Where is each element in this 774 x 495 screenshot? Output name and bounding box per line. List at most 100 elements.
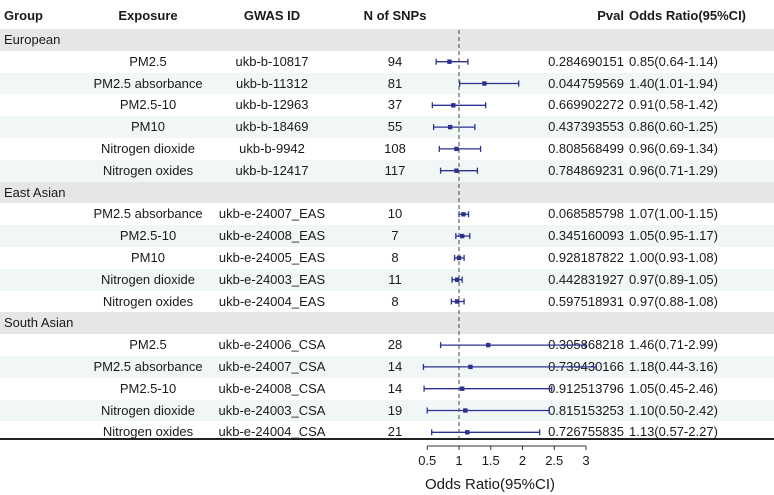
gwas-id-cell: ukb-e-24007_CSA (218, 358, 326, 374)
x-tick-label: 2.5 (545, 453, 563, 468)
n-snps-cell: 117 (384, 162, 406, 178)
odds-ratio-cell: 0.97(0.89-1.05) (629, 271, 718, 287)
exposure-cell: PM2.5-10 (119, 97, 177, 113)
table-row (0, 225, 774, 247)
odds-ratio-cell: 1.07(1.00-1.15) (629, 206, 718, 222)
header-group: Group (4, 8, 43, 23)
odds-ratio-cell: 0.91(0.58-1.42) (629, 97, 718, 113)
table-row (0, 334, 774, 356)
gwas-id-cell: ukb-b-12963 (235, 97, 309, 113)
n-snps-cell: 14 (387, 358, 403, 374)
n-snps-cell: 7 (391, 228, 399, 244)
pval-cell: 0.597518931 (548, 293, 624, 309)
odds-ratio-cell: 1.46(0.71-2.99) (629, 337, 718, 353)
pval-cell: 0.437393553 (548, 119, 624, 135)
exposure-cell: Nitrogen dioxide (101, 402, 195, 418)
table-row (0, 94, 774, 117)
x-tick-label: 3 (582, 453, 589, 468)
odds-ratio-cell: 0.96(0.69-1.34) (629, 140, 718, 156)
x-tick-label: 1 (455, 453, 462, 468)
exposure-cell: PM2.5 (129, 53, 167, 69)
exposure-cell: PM2.5 absorbance (93, 206, 203, 222)
pval-cell: 0.044759569 (548, 75, 624, 91)
n-snps-cell: 10 (387, 206, 403, 222)
n-snps-cell: 94 (387, 53, 403, 69)
gwas-id-cell: ukb-b-18469 (235, 119, 309, 135)
table-row (0, 268, 774, 291)
gwas-id-cell: ukb-e-24004_EAS (218, 293, 326, 309)
gwas-id-cell: ukb-e-24007_EAS (218, 206, 326, 222)
table-row (0, 290, 774, 313)
n-snps-cell: 19 (387, 402, 403, 418)
odds-ratio-cell: 1.05(0.45-2.46) (629, 380, 718, 396)
table-row (0, 116, 774, 138)
table-row (0, 203, 774, 226)
exposure-cell: PM2.5 (129, 337, 167, 353)
n-snps-cell: 21 (387, 424, 403, 440)
exposure-cell: PM2.5-10 (119, 228, 177, 244)
pval-cell: 0.284690151 (548, 53, 624, 69)
gwas-id-cell: ukb-b-12417 (235, 162, 309, 178)
gwas-id-cell: ukb-e-24008_CSA (218, 380, 326, 396)
pval-cell: 0.726755835 (548, 424, 624, 440)
pval-cell: 0.912513796 (548, 380, 624, 396)
header-gwas-id: GWAS ID (243, 8, 301, 23)
n-snps-cell: 37 (387, 97, 403, 113)
gwas-id-cell: ukb-e-24005_EAS (218, 249, 326, 265)
header-exposure: Exposure (118, 8, 178, 23)
pval-cell: 0.442831927 (548, 271, 624, 287)
exposure-cell: PM2.5-10 (119, 380, 177, 396)
gwas-id-cell: ukb-b-11312 (235, 75, 309, 91)
gwas-id-cell: ukb-b-9942 (239, 140, 305, 156)
n-snps-cell: 81 (387, 75, 403, 91)
exposure-cell: PM2.5 absorbance (93, 358, 203, 374)
gwas-id-cell: ukb-e-24004_CSA (218, 424, 326, 440)
group-band (0, 312, 774, 335)
odds-ratio-cell: 1.10(0.50-2.42) (629, 402, 718, 418)
table-row (0, 72, 774, 95)
header-odds-ratio: Odds Ratio(95%CI) (629, 8, 747, 23)
exposure-cell: PM2.5 absorbance (93, 75, 203, 91)
x-tick-label: 1.5 (482, 453, 500, 468)
pval-cell: 0.739430166 (548, 358, 624, 374)
pval-cell: 0.068585798 (548, 206, 624, 222)
table-row (0, 247, 774, 269)
n-snps-cell: 28 (387, 337, 403, 353)
table-row (0, 421, 774, 444)
gwas-id-cell: ukb-b-10817 (235, 53, 309, 69)
pval-cell: 0.345160093 (548, 228, 624, 244)
odds-ratio-cell: 1.13(0.57-2.27) (629, 424, 718, 440)
exposure-cell: Nitrogen oxides (102, 162, 194, 178)
pval-cell: 0.784869231 (548, 162, 624, 178)
gwas-id-cell: ukb-e-24006_CSA (218, 337, 326, 353)
group-label: East Asian (4, 184, 66, 200)
n-snps-cell: 108 (384, 140, 406, 156)
group-band (0, 29, 774, 51)
table-row (0, 159, 774, 182)
n-snps-cell: 14 (387, 380, 403, 396)
pval-cell: 0.808568499 (548, 140, 624, 156)
odds-ratio-cell: 0.97(0.88-1.08) (629, 293, 718, 309)
odds-ratio-cell: 0.86(0.60-1.25) (629, 119, 718, 135)
gwas-id-cell: ukb-e-24003_CSA (218, 402, 326, 418)
odds-ratio-cell: 1.05(0.95-1.17) (629, 228, 718, 244)
exposure-cell: Nitrogen dioxide (101, 271, 195, 287)
table-row (0, 50, 774, 73)
x-tick-label: 2 (519, 453, 526, 468)
x-axis-label: Odds Ratio(95%CI) (425, 476, 555, 493)
n-snps-cell: 8 (391, 293, 399, 309)
exposure-cell: PM10 (131, 249, 165, 265)
gwas-id-cell: ukb-e-24008_EAS (218, 228, 326, 244)
odds-ratio-cell: 1.40(1.01-1.94) (629, 75, 718, 91)
header-n-snps: N of SNPs (363, 8, 427, 23)
n-snps-cell: 55 (387, 119, 403, 135)
group-band (0, 181, 774, 204)
odds-ratio-cell: 0.85(0.64-1.14) (629, 53, 718, 69)
exposure-cell: Nitrogen oxides (102, 293, 194, 309)
pval-cell: 0.815153253 (548, 402, 624, 418)
odds-ratio-cell: 1.00(0.93-1.08) (629, 249, 718, 265)
bottom-rule (0, 438, 774, 440)
table-row (0, 399, 774, 422)
table-row (0, 377, 774, 400)
pval-cell: 0.928187822 (548, 249, 624, 265)
